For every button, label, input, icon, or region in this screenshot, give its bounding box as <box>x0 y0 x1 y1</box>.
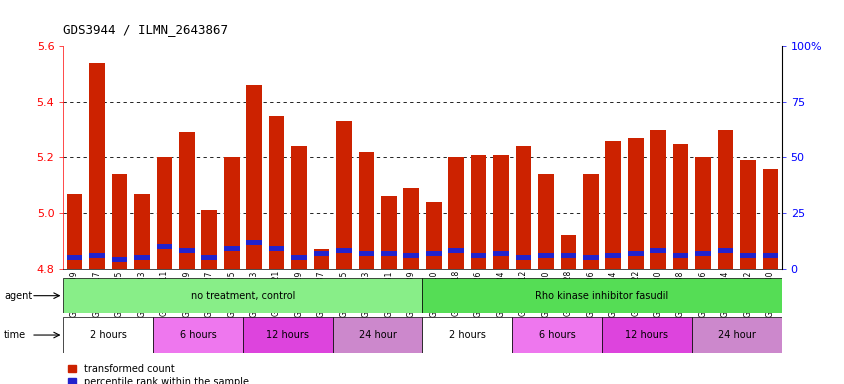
Text: 12 hours: 12 hours <box>266 330 309 340</box>
Bar <box>67 194 83 269</box>
Bar <box>156 157 172 269</box>
Bar <box>153 317 243 353</box>
Bar <box>604 253 620 258</box>
Bar <box>739 253 755 258</box>
Bar <box>582 174 598 269</box>
Bar <box>422 278 781 313</box>
Bar <box>381 251 396 256</box>
Bar <box>470 253 486 258</box>
Bar <box>538 253 553 258</box>
Bar <box>672 253 688 258</box>
Text: 2 hours: 2 hours <box>448 330 485 340</box>
Bar <box>291 146 306 269</box>
Bar <box>313 251 329 256</box>
Text: 2 hours: 2 hours <box>89 330 127 340</box>
Text: GDS3944 / ILMN_2643867: GDS3944 / ILMN_2643867 <box>63 23 228 36</box>
Bar <box>627 251 643 256</box>
Bar <box>448 157 463 269</box>
Bar <box>627 138 643 269</box>
Text: 12 hours: 12 hours <box>625 330 668 340</box>
Bar <box>672 144 688 269</box>
Bar <box>358 251 374 256</box>
Bar <box>89 253 105 258</box>
Bar <box>336 248 351 253</box>
Bar <box>604 141 620 269</box>
Bar <box>381 196 396 269</box>
Bar <box>761 169 777 269</box>
Bar <box>111 174 127 269</box>
Bar <box>582 255 598 260</box>
Text: no treatment, control: no treatment, control <box>191 291 295 301</box>
Bar <box>695 251 710 256</box>
Bar <box>515 255 531 260</box>
Bar <box>448 248 463 253</box>
Bar <box>63 278 422 313</box>
Bar <box>515 146 531 269</box>
Bar <box>336 121 351 269</box>
Bar <box>358 152 374 269</box>
Bar <box>246 240 262 245</box>
Bar <box>201 210 217 269</box>
Text: 24 hour: 24 hour <box>717 330 755 340</box>
Bar <box>246 85 262 269</box>
Bar <box>403 188 419 269</box>
Bar <box>268 246 284 251</box>
Bar <box>224 246 240 251</box>
Bar <box>493 155 508 269</box>
Bar <box>761 253 777 258</box>
Bar <box>243 317 333 353</box>
Bar <box>156 244 172 249</box>
Bar <box>313 249 329 269</box>
Bar <box>739 160 755 269</box>
Bar <box>403 253 419 258</box>
Bar <box>650 129 665 269</box>
Bar <box>691 317 781 353</box>
Bar <box>201 255 217 260</box>
Text: time: time <box>4 330 26 340</box>
Bar <box>291 255 306 260</box>
Bar <box>333 317 422 353</box>
Bar <box>560 235 576 269</box>
Bar <box>179 248 194 253</box>
Bar <box>601 317 691 353</box>
Bar <box>717 129 733 269</box>
Text: 6 hours: 6 hours <box>180 330 216 340</box>
Bar <box>67 255 83 260</box>
Bar <box>493 251 508 256</box>
Bar <box>425 251 441 256</box>
Bar <box>89 63 105 269</box>
Text: 6 hours: 6 hours <box>538 330 575 340</box>
Text: agent: agent <box>4 291 32 301</box>
Bar <box>650 248 665 253</box>
Bar <box>470 155 486 269</box>
Text: 24 hour: 24 hour <box>358 330 396 340</box>
Bar <box>224 157 240 269</box>
Bar <box>511 317 601 353</box>
Bar <box>134 255 149 260</box>
Bar <box>560 253 576 258</box>
Bar <box>268 116 284 269</box>
Bar <box>695 157 710 269</box>
Bar <box>63 317 153 353</box>
Legend: transformed count, percentile rank within the sample: transformed count, percentile rank withi… <box>68 364 248 384</box>
Bar <box>538 174 553 269</box>
Bar <box>717 248 733 253</box>
Bar <box>425 202 441 269</box>
Bar <box>179 132 194 269</box>
Bar <box>422 317 511 353</box>
Text: Rho kinase inhibitor fasudil: Rho kinase inhibitor fasudil <box>535 291 668 301</box>
Bar <box>111 257 127 262</box>
Bar <box>134 194 149 269</box>
